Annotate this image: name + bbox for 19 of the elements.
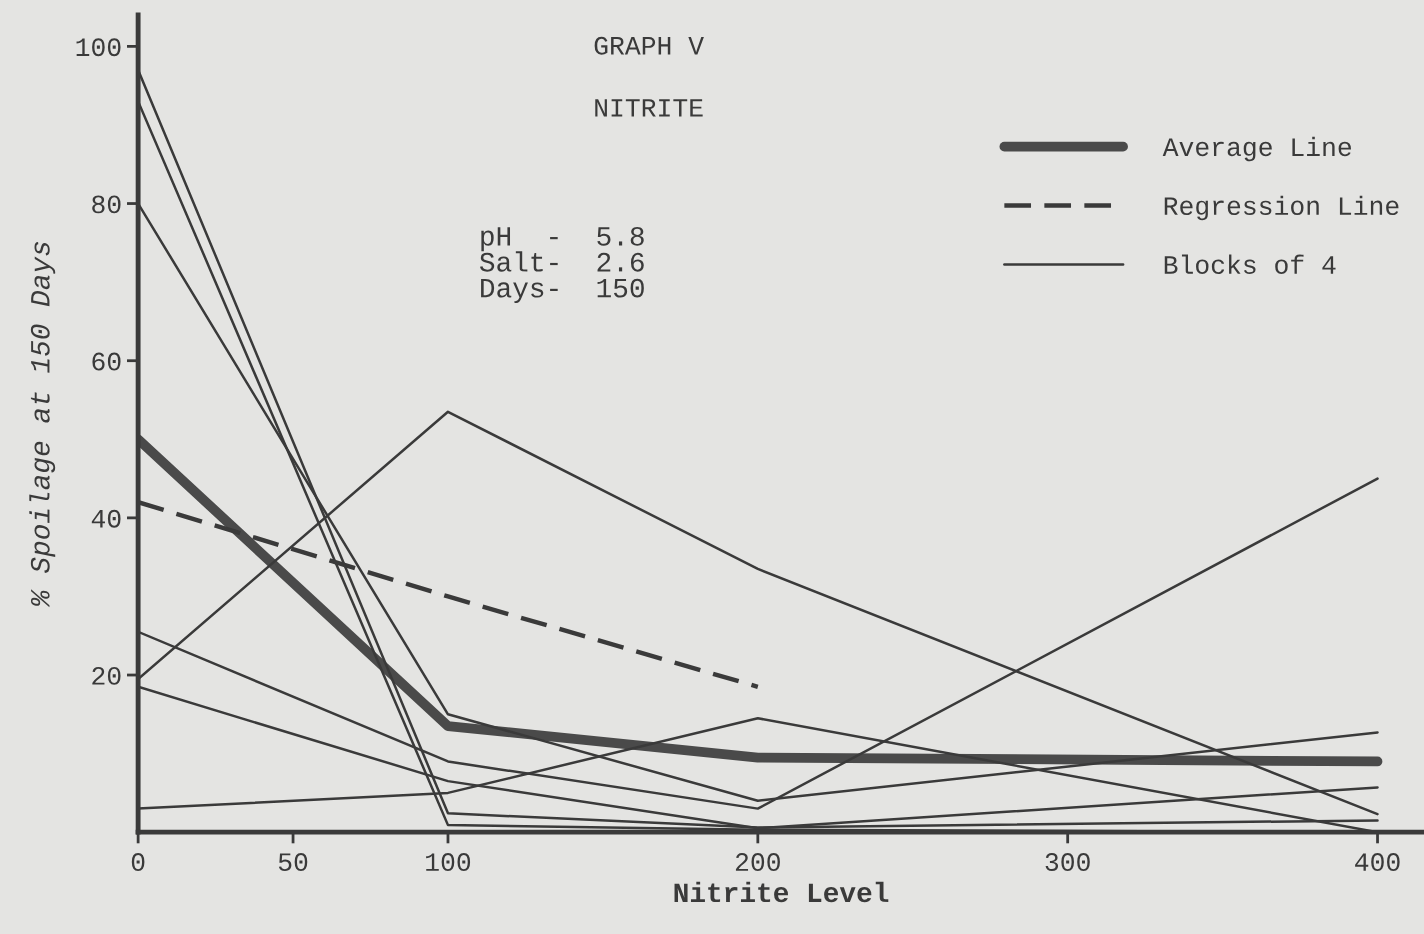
annotation: pH - 5.8 Salt- 2.6 Days- 150	[479, 226, 644, 304]
y-tick-label: 80	[92, 195, 121, 214]
x-tick-label: 200	[735, 853, 780, 872]
x-axis-title: Nitrite Level	[674, 881, 889, 903]
legend-label: Average Line	[1162, 136, 1351, 162]
y-tick-label: 60	[92, 352, 121, 371]
x-tick-label: 300	[1045, 853, 1090, 872]
x-tick-label: 400	[1355, 853, 1400, 872]
legend-label: Regression Line	[1164, 195, 1399, 221]
x-tick-label: 100	[426, 853, 471, 872]
x-tick-label: 50	[278, 853, 308, 872]
y-tick-label: 40	[91, 509, 121, 528]
y-tick-label: 20	[92, 666, 121, 685]
text: GRAPH V	[594, 36, 704, 55]
legend-label: Blocks of 4	[1164, 254, 1336, 274]
text: NITRITE	[595, 99, 703, 117]
y-tick-label: 100	[76, 38, 121, 57]
x-tick-label: 0	[131, 853, 145, 872]
y-axis-title: % Spoilage at 150 Days	[29, 242, 56, 608]
